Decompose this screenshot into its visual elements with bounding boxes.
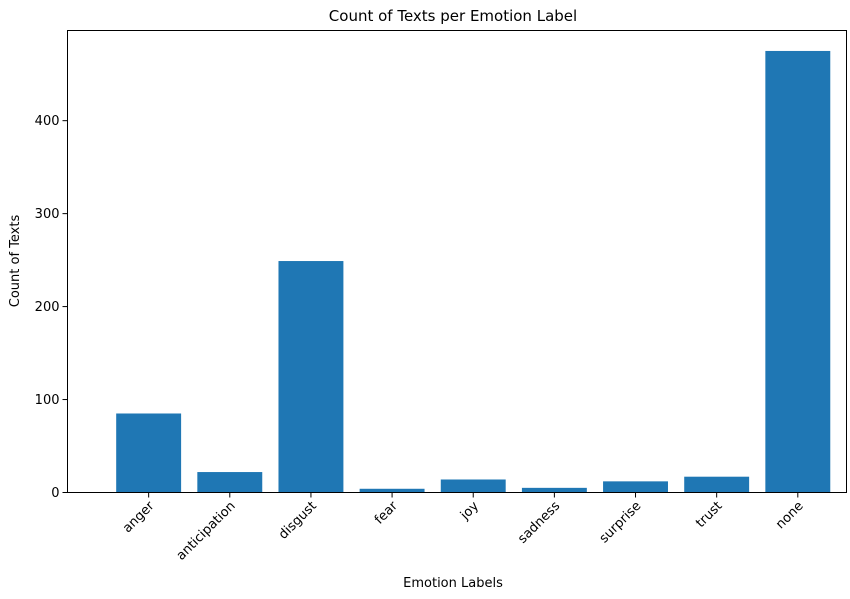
bar-fear [359,488,425,493]
plot-frame [67,30,847,493]
y-axis-label: Count of Texts [8,215,23,308]
bar-anticipation [197,472,263,493]
x-axis-label: Emotion Labels [403,576,503,591]
y-tick-label-0: 0 [51,486,59,501]
bar-disgust [278,261,344,493]
y-tick-label-400: 400 [35,114,60,129]
chart-title: Count of Texts per Emotion Label [329,7,577,25]
y-tick-label-100: 100 [35,393,60,408]
bar-sadness [521,487,587,493]
bars-group [116,50,831,493]
y-tick-label-300: 300 [35,207,60,222]
y-tick-label-200: 200 [35,300,60,315]
bar-surprise [603,481,668,493]
bar-none [765,50,831,493]
bar-trust [684,476,750,493]
y-axis: 0 100 200 300 400 [35,114,68,501]
bar-anger [116,413,182,493]
bar-joy [440,479,506,493]
